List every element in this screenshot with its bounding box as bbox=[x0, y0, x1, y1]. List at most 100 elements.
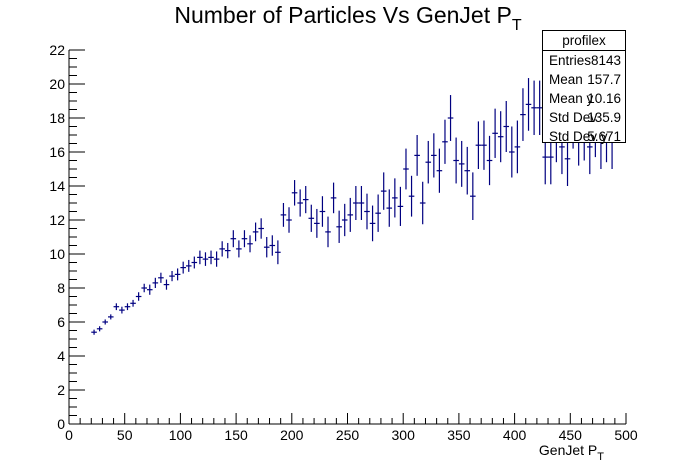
data-point bbox=[247, 235, 253, 253]
stats-row-mean: Mean 157.7 bbox=[543, 70, 625, 89]
data-point bbox=[180, 261, 186, 274]
x-tick-label: 350 bbox=[447, 427, 471, 443]
x-axis-label: GenJet PT bbox=[539, 442, 604, 463]
data-point bbox=[197, 250, 203, 265]
data-point bbox=[525, 78, 532, 131]
data-point bbox=[436, 148, 443, 193]
data-point bbox=[369, 205, 376, 242]
data-point bbox=[308, 204, 315, 232]
x-tick-label: 100 bbox=[169, 427, 193, 443]
data-point bbox=[336, 210, 342, 243]
data-point bbox=[213, 251, 220, 267]
x-tick-label: 300 bbox=[392, 427, 416, 443]
data-point bbox=[269, 235, 276, 256]
x-tick-label: 200 bbox=[280, 427, 304, 443]
data-point bbox=[486, 135, 493, 186]
data-point bbox=[202, 252, 209, 266]
data-point bbox=[375, 194, 381, 232]
data-point bbox=[458, 140, 465, 187]
y-tick-label: 8 bbox=[57, 280, 65, 296]
chart-title: Number of Particles Vs GenJet PT bbox=[174, 2, 521, 34]
data-point bbox=[119, 306, 125, 314]
data-point bbox=[319, 196, 326, 227]
data-point bbox=[275, 240, 281, 265]
data-point bbox=[135, 292, 142, 301]
data-point bbox=[453, 137, 459, 184]
stats-row-entries: Entries 8143 bbox=[543, 51, 625, 70]
data-point bbox=[102, 319, 108, 325]
data-point bbox=[314, 208, 320, 238]
data-point bbox=[386, 189, 393, 227]
y-tick-label: 16 bbox=[49, 144, 65, 160]
data-point bbox=[141, 283, 147, 293]
stats-label: Mean bbox=[549, 72, 583, 87]
data-point bbox=[403, 148, 409, 190]
data-point bbox=[364, 193, 370, 230]
data-point bbox=[481, 120, 487, 170]
y-tick-label: 18 bbox=[49, 110, 65, 126]
data-point bbox=[392, 178, 398, 218]
data-point bbox=[514, 120, 521, 174]
chart-title-subscript: T bbox=[512, 17, 522, 34]
data-point bbox=[252, 222, 259, 242]
data-point bbox=[230, 230, 237, 248]
x-tick-label: 0 bbox=[65, 427, 73, 443]
data-point bbox=[258, 218, 264, 239]
data-point bbox=[397, 186, 404, 226]
axis-ticks: 0 50 100 150 200 250 300 350 400 450 500 0 2 4 6 8 10 12 1… bbox=[49, 42, 637, 443]
data-point bbox=[341, 203, 348, 237]
y-tick-label: 22 bbox=[49, 42, 65, 58]
x-tick-label: 50 bbox=[117, 427, 133, 443]
y-tick-label: 14 bbox=[49, 178, 65, 194]
data-point bbox=[520, 88, 526, 141]
data-point bbox=[219, 241, 225, 257]
data-point bbox=[96, 326, 103, 332]
data-point bbox=[325, 216, 331, 248]
stats-value: 8143 bbox=[590, 53, 621, 68]
data-point bbox=[107, 314, 114, 320]
y-tick-label: 2 bbox=[57, 382, 65, 398]
data-point bbox=[431, 133, 437, 178]
stats-value: 10.16 bbox=[587, 91, 621, 106]
data-point bbox=[302, 186, 309, 214]
stats-value: 157.7 bbox=[587, 72, 621, 87]
data-point bbox=[169, 271, 175, 282]
y-tick-label: 20 bbox=[49, 76, 65, 92]
y-tick-label: 10 bbox=[49, 246, 65, 262]
data-point bbox=[492, 108, 498, 158]
x-tick-label: 500 bbox=[614, 427, 638, 443]
stats-box-title: profilex bbox=[543, 31, 625, 51]
data-point bbox=[113, 303, 120, 311]
data-point bbox=[414, 135, 420, 176]
data-point bbox=[124, 303, 131, 311]
x-tick-label: 250 bbox=[336, 427, 360, 443]
data-point bbox=[353, 186, 359, 220]
y-tick-label: 0 bbox=[57, 416, 65, 432]
y-tick-label: 4 bbox=[57, 348, 65, 364]
data-point bbox=[470, 172, 476, 220]
data-point bbox=[241, 230, 248, 248]
data-point bbox=[146, 284, 153, 295]
data-point bbox=[236, 240, 242, 258]
data-point bbox=[91, 329, 97, 335]
data-point bbox=[425, 140, 432, 184]
data-point bbox=[503, 101, 510, 152]
data-point bbox=[442, 119, 448, 164]
data-point bbox=[509, 126, 515, 178]
data-point bbox=[497, 111, 504, 163]
data-point bbox=[475, 121, 482, 169]
y-tick-label: 6 bbox=[57, 314, 65, 330]
data-point bbox=[286, 207, 292, 233]
stats-row-std-dev-y: Std Dev y 5.671 bbox=[543, 127, 625, 146]
data-point bbox=[330, 182, 337, 214]
x-axis-label-subscript: T bbox=[597, 451, 604, 463]
data-point bbox=[297, 189, 303, 217]
data-points bbox=[91, 78, 615, 335]
stats-row-mean-y: Mean y 10.16 bbox=[543, 89, 625, 108]
stats-value: 5.671 bbox=[587, 129, 621, 144]
data-point bbox=[358, 186, 365, 220]
data-point bbox=[464, 146, 471, 195]
data-point bbox=[158, 272, 164, 283]
stats-label: Std Dev y bbox=[549, 129, 608, 144]
